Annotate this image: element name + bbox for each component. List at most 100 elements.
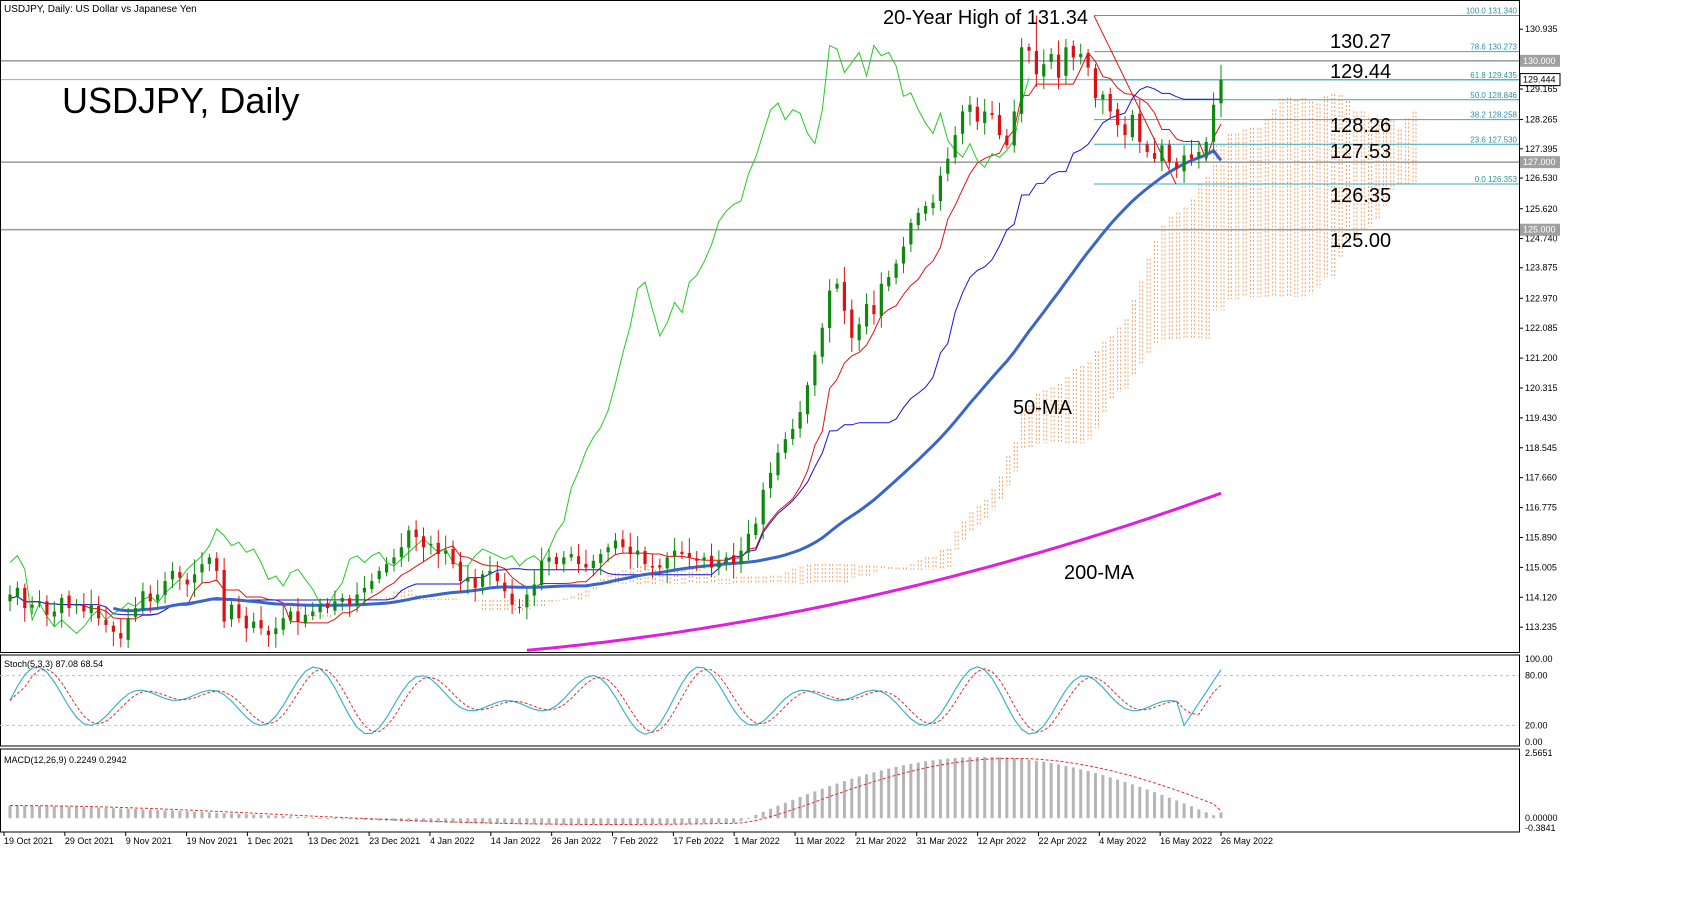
candle-up <box>52 611 56 617</box>
macd-histogram-bar <box>281 816 285 819</box>
candle-down <box>1138 113 1142 142</box>
macd-histogram-bar <box>178 810 182 819</box>
macd-histogram-bar <box>791 799 795 819</box>
annotation-label: 126.35 <box>1330 185 1391 207</box>
fib-level-label: 61.8 129.435 <box>1470 71 1517 80</box>
macd-histogram-bar <box>377 818 381 821</box>
macd-histogram-bar <box>606 818 610 825</box>
candle-up <box>207 557 211 564</box>
candle-up <box>229 604 234 620</box>
macd-histogram-bar <box>1108 777 1112 819</box>
candle-up <box>960 111 965 134</box>
macd-histogram-bar <box>1049 763 1053 819</box>
annotation-label: 129.44 <box>1330 61 1391 83</box>
candle-down <box>421 536 426 548</box>
time-axis-tick-label: 7 Feb 2022 <box>613 836 659 846</box>
macd-histogram-bar <box>148 809 152 819</box>
candle-up <box>724 557 728 563</box>
macd-histogram-bar <box>134 808 138 819</box>
price-axis-tick-label: 122.085 <box>1525 323 1558 333</box>
candle-down <box>842 282 847 311</box>
macd-histogram-bar <box>1005 757 1009 819</box>
candle-up <box>636 550 640 555</box>
candle-down <box>82 604 86 612</box>
macd-histogram-bar <box>1116 779 1120 819</box>
macd-histogram-bar <box>510 818 514 825</box>
macd-histogram-bar <box>488 818 492 824</box>
price-axis-tick-label: 129.165 <box>1525 84 1558 94</box>
macd-histogram-bar <box>111 808 115 819</box>
macd-histogram-bar <box>1197 809 1201 819</box>
macd-histogram-bar <box>82 807 86 819</box>
candle-down <box>687 552 691 558</box>
macd-histogram-bar <box>761 811 765 819</box>
macd-histogram-bar <box>466 818 470 824</box>
candle-up <box>1020 47 1024 114</box>
price-axis-tick-label: 116.775 <box>1525 503 1557 513</box>
candle-up <box>613 540 618 549</box>
chart-header-title: USDJPY, Daily: US Dollar vs Japanese Yen <box>4 4 197 15</box>
macd-histogram-bar <box>222 813 226 819</box>
candle-down <box>473 577 477 588</box>
macd-histogram-bar <box>584 818 588 825</box>
price-axis-tick-label: 119.430 <box>1525 413 1557 423</box>
macd-histogram-bar <box>805 794 809 819</box>
price-axis-tick-label: 130.935 <box>1525 24 1558 34</box>
candle-up <box>1160 145 1164 162</box>
macd-histogram-bar <box>599 818 603 825</box>
price-axis-tick-label: 124.740 <box>1525 234 1558 244</box>
candle-down <box>185 579 189 585</box>
candle-up <box>665 557 669 569</box>
current-price-tag-label: 129.444 <box>1523 75 1556 85</box>
macd-histogram-bar <box>266 815 270 819</box>
candle-up <box>392 557 396 564</box>
candle-down <box>732 555 736 565</box>
macd-histogram-bar <box>879 770 883 819</box>
time-axis-tick-label: 19 Nov 2021 <box>187 836 238 846</box>
fib-level-label: 38.2 128.258 <box>1470 111 1517 120</box>
macd-histogram-bar <box>850 778 854 819</box>
macd-histogram-bar <box>724 818 728 824</box>
candle-up <box>1064 47 1068 76</box>
macd-histogram-bar <box>650 818 654 825</box>
price-axis-tick-label: 125.620 <box>1525 204 1558 214</box>
panel-frames <box>0 0 1520 833</box>
macd-histogram-bar <box>636 818 640 825</box>
macd-histogram-bar <box>303 817 307 819</box>
candle-down <box>1145 144 1149 153</box>
macd-histogram-bar <box>104 807 108 819</box>
macd-histogram-bar <box>776 805 780 819</box>
price-axis[interactable]: 130.935 130.000 129.444129.165 128.265 127.3… <box>1519 24 1561 632</box>
macd-histogram-bar <box>422 818 426 823</box>
candle-down <box>436 542 440 555</box>
candle-up <box>8 594 12 602</box>
candle-up <box>37 601 42 604</box>
candle-down <box>1034 51 1038 75</box>
macd-histogram-bar <box>997 757 1001 819</box>
candle-up <box>717 560 721 568</box>
macd-histogram-bar <box>828 786 832 819</box>
candle-up <box>547 557 551 562</box>
candle-up <box>525 594 529 608</box>
level-price-tag <box>1520 54 1560 67</box>
macd-histogram-bar <box>326 818 330 820</box>
level-price-tag-label: 125.000 <box>1523 225 1556 235</box>
macd-histogram-bar <box>754 814 758 819</box>
candle-up <box>791 429 795 440</box>
candle-up <box>569 554 573 558</box>
candle-down <box>850 309 854 338</box>
candle-up <box>820 327 824 357</box>
candle-down <box>517 607 522 609</box>
macd-histogram-bar <box>333 818 337 820</box>
macd-histogram-bar <box>207 812 211 819</box>
candle-up <box>333 601 337 611</box>
macd-histogram-bar <box>1167 797 1171 819</box>
time-axis-tick-label: 29 Oct 2021 <box>65 836 114 846</box>
macd-histogram-bar <box>813 791 817 819</box>
time-axis[interactable]: 19 Oct 2021 29 Oct 2021 9 Nov 2021 19 Nov 2… <box>3 832 1273 846</box>
macd-histogram-bar <box>916 762 920 819</box>
macd-histogram-bar <box>695 818 699 824</box>
macd-histogram-bar <box>732 818 736 823</box>
candle-up <box>399 547 403 558</box>
candle-up <box>30 604 34 608</box>
